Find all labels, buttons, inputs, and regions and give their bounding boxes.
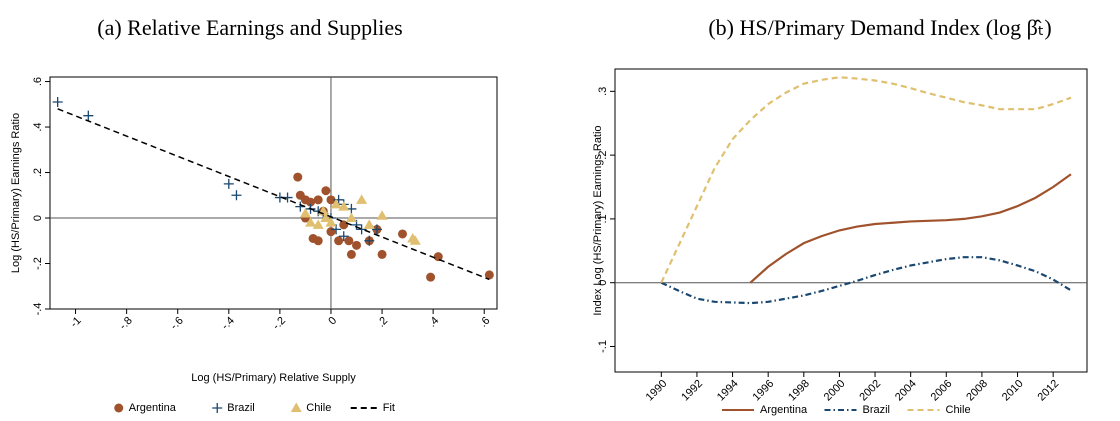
legend-label: Argentina <box>760 404 808 416</box>
point <box>282 192 293 203</box>
y-tick-label: .1 <box>597 214 609 223</box>
x-tick-label: 1990 <box>644 378 670 404</box>
point <box>371 224 382 235</box>
point <box>313 236 323 246</box>
point <box>326 195 336 205</box>
point <box>376 210 388 220</box>
legend-label: Chile <box>306 402 331 414</box>
legend-label: Argentina <box>129 402 177 414</box>
legend-swatch <box>114 403 124 413</box>
y-tick-label: .6 <box>32 77 44 86</box>
y-tick-label: 0 <box>32 215 44 221</box>
point <box>299 207 311 218</box>
x-tick-label: -.2 <box>270 315 288 333</box>
point <box>339 220 349 230</box>
legend-swatch <box>212 403 223 413</box>
point <box>346 249 356 259</box>
point <box>426 272 436 282</box>
point <box>433 252 443 262</box>
y-tick-label: 0 <box>597 280 609 286</box>
series-line <box>749 173 1072 284</box>
x-tick-label: 1994 <box>715 378 741 404</box>
series-line <box>57 108 490 281</box>
legend-swatch <box>290 402 302 412</box>
point <box>352 240 362 250</box>
point <box>325 217 337 227</box>
point <box>338 231 349 242</box>
legend-label: Chile <box>946 404 971 416</box>
plot-frame <box>614 68 1088 373</box>
y-tick-label: .3 <box>597 87 609 96</box>
point <box>409 235 421 245</box>
x-tick-label: 1996 <box>751 378 777 404</box>
point <box>338 201 350 211</box>
plot-frame <box>49 76 498 310</box>
x-tick-label: 2012 <box>1036 378 1062 404</box>
x-tick-label: .2 <box>375 315 390 330</box>
point <box>377 249 387 259</box>
point <box>356 224 367 235</box>
y-axis-label: Log (HS/Primary) Earnings Ratio <box>10 113 22 273</box>
point <box>363 219 375 229</box>
point <box>223 178 234 189</box>
x-tick-label: 1992 <box>679 378 705 404</box>
point <box>313 195 323 205</box>
y-tick-label: -.1 <box>597 340 609 353</box>
x-tick-label: 2000 <box>822 378 848 404</box>
point <box>83 110 94 121</box>
point <box>364 235 375 246</box>
point <box>484 270 494 280</box>
x-tick-label: -.8 <box>117 315 135 333</box>
point <box>321 186 331 196</box>
y-tick-label: -.2 <box>32 257 44 270</box>
series-line <box>660 256 1072 305</box>
y-tick-label: -.4 <box>32 303 44 316</box>
legend-label: Brazil <box>863 404 891 416</box>
chart-title: (b) HS/Primary Demand Index (log β̂ₜ) <box>708 15 1051 40</box>
point <box>312 219 324 229</box>
series-line <box>660 76 1072 284</box>
x-tick-label: -.6 <box>168 315 186 333</box>
chart-title: (a) Relative Earnings and Supplies <box>97 15 402 40</box>
y-tick-label: .4 <box>32 122 44 131</box>
x-tick-label: 0 <box>326 315 339 328</box>
point <box>345 212 357 223</box>
x-tick-label: .6 <box>477 315 492 330</box>
legend-label: Brazil <box>227 402 255 414</box>
x-tick-label: .4 <box>426 315 441 330</box>
point <box>356 194 368 204</box>
legend-label: Fit <box>383 402 395 414</box>
x-tick-label: 2006 <box>929 378 955 404</box>
point <box>397 229 407 239</box>
x-tick-label: 2002 <box>857 378 883 404</box>
x-tick-label: 2008 <box>964 378 990 404</box>
x-tick-label: 2010 <box>1000 378 1026 404</box>
point <box>231 190 242 201</box>
y-tick-label: .2 <box>32 168 44 177</box>
x-axis-label: Log (HS/Primary) Relative Supply <box>191 372 356 384</box>
point <box>320 212 332 223</box>
point <box>293 172 303 182</box>
x-tick-label: -.4 <box>219 315 237 333</box>
point <box>330 198 342 209</box>
point <box>52 97 63 108</box>
x-tick-label: -1 <box>68 315 83 330</box>
point <box>333 194 344 205</box>
x-tick-label: 2004 <box>893 378 919 404</box>
x-tick-label: 1998 <box>786 378 812 404</box>
point <box>326 227 336 237</box>
point <box>334 236 344 246</box>
point <box>305 217 317 227</box>
y-tick-label: .2 <box>597 151 609 160</box>
point <box>306 197 316 207</box>
point <box>344 236 354 246</box>
y-axis-label: Index Log (HS/Primary) Earnings Ratio <box>592 125 604 315</box>
